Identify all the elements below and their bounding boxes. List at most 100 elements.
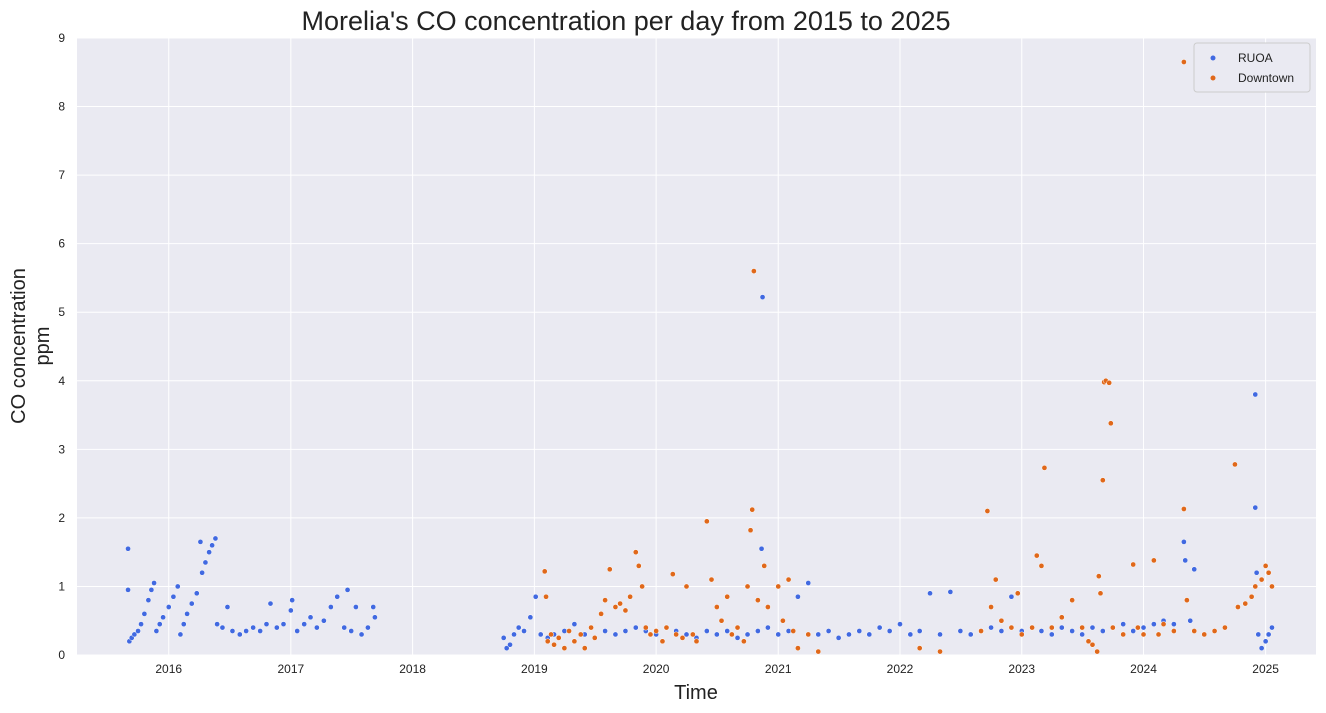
point-ruoa [759, 294, 766, 300]
point-ruoa [160, 614, 166, 621]
point-ruoa [1258, 645, 1265, 651]
grid-lines [77, 37, 1316, 656]
point-downtown [581, 645, 588, 651]
point-ruoa [758, 545, 765, 552]
point-downtown [1181, 59, 1187, 65]
point-ruoa [250, 624, 256, 631]
x-tick-label: 2020 [643, 662, 670, 676]
point-ruoa [197, 539, 204, 545]
point-downtown [744, 583, 751, 590]
point-ruoa [1253, 569, 1260, 576]
point-ruoa [193, 590, 200, 597]
y-tick-label: 5 [58, 305, 65, 319]
point-downtown [627, 593, 633, 600]
point-ruoa [907, 631, 914, 638]
point-ruoa [1182, 557, 1189, 564]
point-ruoa [1008, 593, 1015, 600]
point-ruoa [125, 545, 131, 552]
point-ruoa [1262, 638, 1269, 645]
point-downtown [1095, 573, 1102, 580]
point-downtown [544, 638, 551, 645]
point-downtown [606, 566, 613, 573]
point-ruoa [527, 614, 534, 621]
point-downtown [734, 624, 741, 631]
point-ruoa [835, 635, 842, 641]
point-ruoa [219, 624, 226, 631]
point-downtown [1069, 597, 1075, 604]
point-ruoa [307, 614, 314, 621]
point-downtown [541, 568, 548, 575]
point-downtown [1211, 628, 1218, 634]
point-ruoa [927, 590, 933, 597]
point-ruoa [515, 624, 522, 631]
point-downtown [598, 611, 604, 617]
point-downtown [747, 527, 754, 534]
point-ruoa [500, 635, 507, 641]
y-tick-label: 9 [58, 31, 65, 45]
point-downtown [1107, 420, 1114, 427]
point-downtown [617, 600, 623, 607]
point-downtown [1048, 624, 1055, 631]
legend-box [1193, 42, 1311, 93]
point-downtown [561, 645, 568, 651]
point-ruoa [775, 631, 782, 638]
point-ruoa [886, 628, 893, 634]
point-ruoa [537, 631, 544, 638]
point-downtown [805, 631, 812, 638]
point-ruoa [1099, 628, 1106, 634]
point-downtown [741, 638, 747, 645]
point-downtown [1262, 563, 1269, 569]
y-tick-label: 6 [58, 237, 65, 251]
point-downtown [1201, 631, 1208, 638]
point-downtown [679, 635, 686, 641]
point-ruoa [214, 621, 220, 628]
point-downtown [689, 631, 696, 638]
point-ruoa [876, 624, 883, 631]
point-ruoa [131, 631, 138, 638]
point-downtown [588, 624, 594, 631]
point-downtown [984, 508, 991, 514]
x-tick-label: 2021 [765, 662, 792, 676]
point-ruoa [341, 624, 348, 631]
point-ruoa [1048, 631, 1055, 638]
point-ruoa [937, 631, 943, 638]
point-downtown [1109, 624, 1116, 631]
data-points [125, 59, 1275, 655]
point-downtown [632, 549, 639, 556]
point-ruoa [148, 587, 155, 593]
point-ruoa [1191, 566, 1198, 573]
x-tick-label: 2022 [887, 662, 914, 676]
point-ruoa [184, 611, 190, 617]
point-ruoa [511, 631, 517, 638]
point-downtown [1191, 628, 1198, 634]
y-tick-label: 8 [58, 100, 65, 114]
point-ruoa [180, 621, 187, 628]
point-ruoa [571, 621, 578, 628]
point-ruoa [348, 628, 355, 634]
point-downtown [1160, 621, 1167, 628]
y-tick-labels: 0 1 2 3 4 5 6 7 8 9 [58, 31, 65, 662]
y-tick-label: 3 [58, 442, 65, 456]
point-ruoa [897, 621, 903, 628]
point-downtown [749, 506, 756, 513]
point-ruoa [561, 628, 568, 634]
point-downtown [1151, 557, 1157, 564]
point-downtown [703, 518, 710, 525]
point-downtown [916, 645, 923, 651]
point-ruoa [521, 628, 527, 634]
point-ruoa [188, 600, 195, 607]
point-ruoa [267, 600, 274, 607]
x-tick-label: 2016 [155, 662, 182, 676]
point-ruoa [825, 628, 832, 634]
point-ruoa [507, 641, 513, 648]
point-ruoa [209, 542, 215, 549]
point-downtown [1155, 631, 1162, 638]
point-downtown [1258, 576, 1265, 583]
point-ruoa [602, 628, 608, 634]
point-downtown [1265, 569, 1272, 576]
point-ruoa [1130, 628, 1137, 634]
point-ruoa [622, 628, 629, 634]
point-ruoa [314, 624, 320, 631]
point-ruoa [170, 593, 177, 600]
point-ruoa [1069, 628, 1075, 634]
